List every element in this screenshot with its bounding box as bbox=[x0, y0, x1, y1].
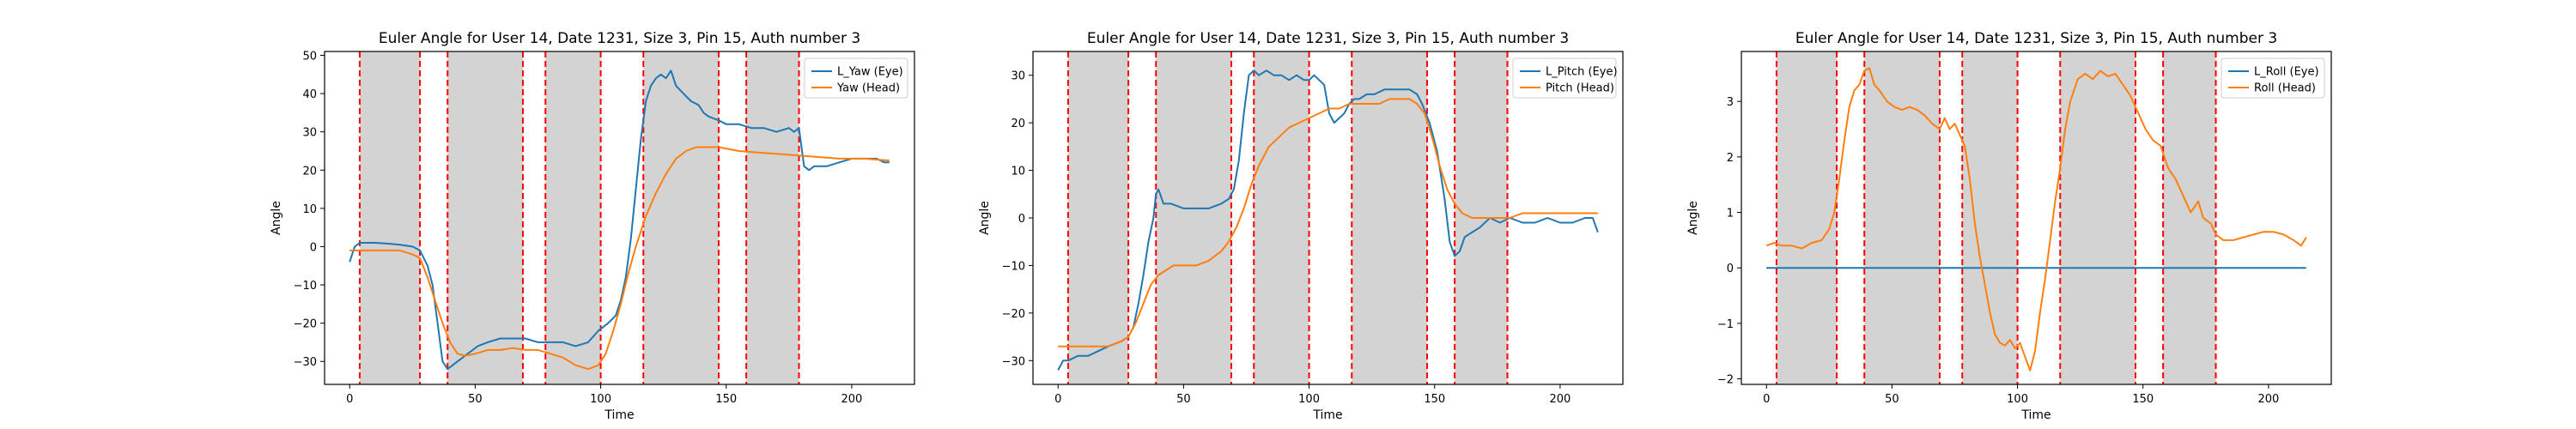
chart-pitch-xlabel: Time bbox=[1312, 408, 1342, 422]
chart-yaw-legend-label-1: Yaw (Head) bbox=[836, 82, 900, 95]
chart-pitch-xtick-label: 50 bbox=[1176, 393, 1191, 406]
chart-roll-band-3 bbox=[2060, 51, 2136, 384]
chart-yaw-legend-label-0: L_Yaw (Eye) bbox=[837, 66, 903, 79]
chart-roll-ytick-label: 3 bbox=[1727, 96, 1734, 109]
chart-roll-band-2 bbox=[1962, 51, 2018, 384]
chart-pitch-xtick-label: 150 bbox=[1424, 393, 1445, 406]
chart-roll-xtick-label: 0 bbox=[1763, 393, 1770, 406]
chart-yaw-xtick-label: 100 bbox=[590, 393, 611, 406]
chart-pitch-band-3 bbox=[1352, 51, 1427, 384]
chart-pitch-ytick-label: 30 bbox=[1011, 70, 1025, 83]
chart-pitch-legend-label-1: Pitch (Head) bbox=[1546, 82, 1614, 95]
chart-pitch-title: Euler Angle for User 14, Date 1231, Size… bbox=[1087, 30, 1569, 47]
chart-yaw-ytick-label: 20 bbox=[302, 165, 317, 178]
chart-pitch-ytick-label: 0 bbox=[1018, 213, 1025, 226]
chart-roll-ytick-label: −2 bbox=[1717, 374, 1734, 387]
chart-pitch-ytick-label: 20 bbox=[1011, 118, 1025, 130]
chart-yaw-xtick-label: 200 bbox=[841, 393, 863, 406]
chart-yaw-xtick-label: 50 bbox=[468, 393, 483, 406]
subplot-roll: 0 50 100 150 200 −2 −1 0 1 2 3 Euler Angle for User… bbox=[1686, 30, 2332, 422]
chart-pitch-ytick-label: −30 bbox=[1002, 355, 1025, 368]
chart-yaw-ytick-label: −30 bbox=[294, 356, 317, 369]
chart-roll-title: Euler Angle for User 14, Date 1231, Size… bbox=[1795, 30, 2277, 47]
chart-roll-band-4 bbox=[2163, 51, 2216, 384]
chart-yaw-ytick-label: −10 bbox=[294, 280, 317, 293]
chart-pitch-legend-label-0: L_Pitch (Eye) bbox=[1546, 66, 1618, 79]
chart-pitch-xtick-label: 200 bbox=[1550, 393, 1571, 406]
chart-pitch-series-head-line bbox=[1058, 98, 1598, 347]
chart-pitch-ytick-label: 10 bbox=[1011, 166, 1025, 178]
subplot-yaw: 0 50 100 150 200 −30 −20 −10 0 10 20 30 40 50 Euler An… bbox=[270, 30, 915, 422]
chart-pitch-ylabel: Angle bbox=[978, 201, 992, 235]
chart-yaw-xlabel: Time bbox=[604, 408, 634, 422]
chart-roll-legend-label-1: Roll (Head) bbox=[2254, 82, 2316, 95]
chart-yaw-series-eye-line bbox=[349, 69, 890, 371]
subplot-pitch: 0 50 100 150 200 −30 −20 −10 0 10 20 30 Euler Angle … bbox=[978, 30, 1624, 422]
chart-roll-ytick-label: −1 bbox=[1717, 318, 1734, 331]
chart-yaw-ytick-label: −20 bbox=[294, 318, 317, 331]
chart-pitch-band-0 bbox=[1067, 51, 1129, 384]
chart-roll-xtick-label: 50 bbox=[1885, 393, 1899, 406]
chart-yaw-band-2 bbox=[545, 51, 601, 384]
chart-yaw-band-4 bbox=[746, 51, 799, 384]
chart-roll-ytick-label: 2 bbox=[1727, 152, 1734, 165]
chart-pitch-xtick-label: 0 bbox=[1054, 393, 1061, 406]
chart-yaw-ylabel: Angle bbox=[270, 201, 283, 235]
chart-yaw-title: Euler Angle for User 14, Date 1231, Size… bbox=[379, 30, 860, 47]
chart-yaw-band-1 bbox=[447, 51, 523, 384]
chart-yaw-xtick-label: 150 bbox=[715, 393, 737, 406]
chart-pitch-ytick-label: −20 bbox=[1002, 308, 1025, 321]
chart-pitch-xtick-label: 100 bbox=[1298, 393, 1320, 406]
chart-yaw-ytick-label: 40 bbox=[302, 88, 317, 101]
chart-pitch-series-eye-line bbox=[1057, 69, 1599, 371]
chart-yaw-ytick-label: 10 bbox=[302, 203, 317, 216]
chart-yaw-ytick-label: 30 bbox=[302, 127, 317, 140]
chart-pitch-ytick-label: −10 bbox=[1002, 260, 1025, 273]
chart-roll-ytick-label: 0 bbox=[1727, 263, 1734, 275]
chart-roll-xtick-label: 200 bbox=[2258, 393, 2280, 406]
chart-roll-ytick-label: 1 bbox=[1727, 208, 1734, 221]
chart-yaw-xtick-label: 0 bbox=[346, 393, 353, 406]
chart-roll-series-head-line bbox=[1765, 67, 2307, 372]
chart-roll-frame bbox=[1741, 51, 2332, 385]
chart-yaw-series-head-line bbox=[349, 146, 890, 371]
chart-yaw-band-0 bbox=[359, 51, 421, 384]
chart-roll-xlabel: Time bbox=[2020, 408, 2050, 422]
chart-roll-xtick-label: 100 bbox=[2007, 393, 2028, 406]
chart-roll-band-1 bbox=[1864, 51, 1940, 384]
chart-yaw-ytick-label: 0 bbox=[310, 241, 317, 254]
chart-roll-band-0 bbox=[1776, 51, 1838, 384]
chart-yaw-frame bbox=[324, 51, 915, 385]
chart-yaw-band-3 bbox=[643, 51, 719, 384]
chart-pitch-band-1 bbox=[1156, 51, 1231, 384]
chart-roll-legend-label-0: L_Roll (Eye) bbox=[2254, 66, 2319, 79]
chart-roll-xtick-label: 150 bbox=[2132, 393, 2154, 406]
chart-yaw-ytick-label: 50 bbox=[302, 50, 317, 63]
chart-pitch-band-2 bbox=[1254, 51, 1309, 384]
chart-roll-ylabel: Angle bbox=[1686, 201, 1700, 235]
